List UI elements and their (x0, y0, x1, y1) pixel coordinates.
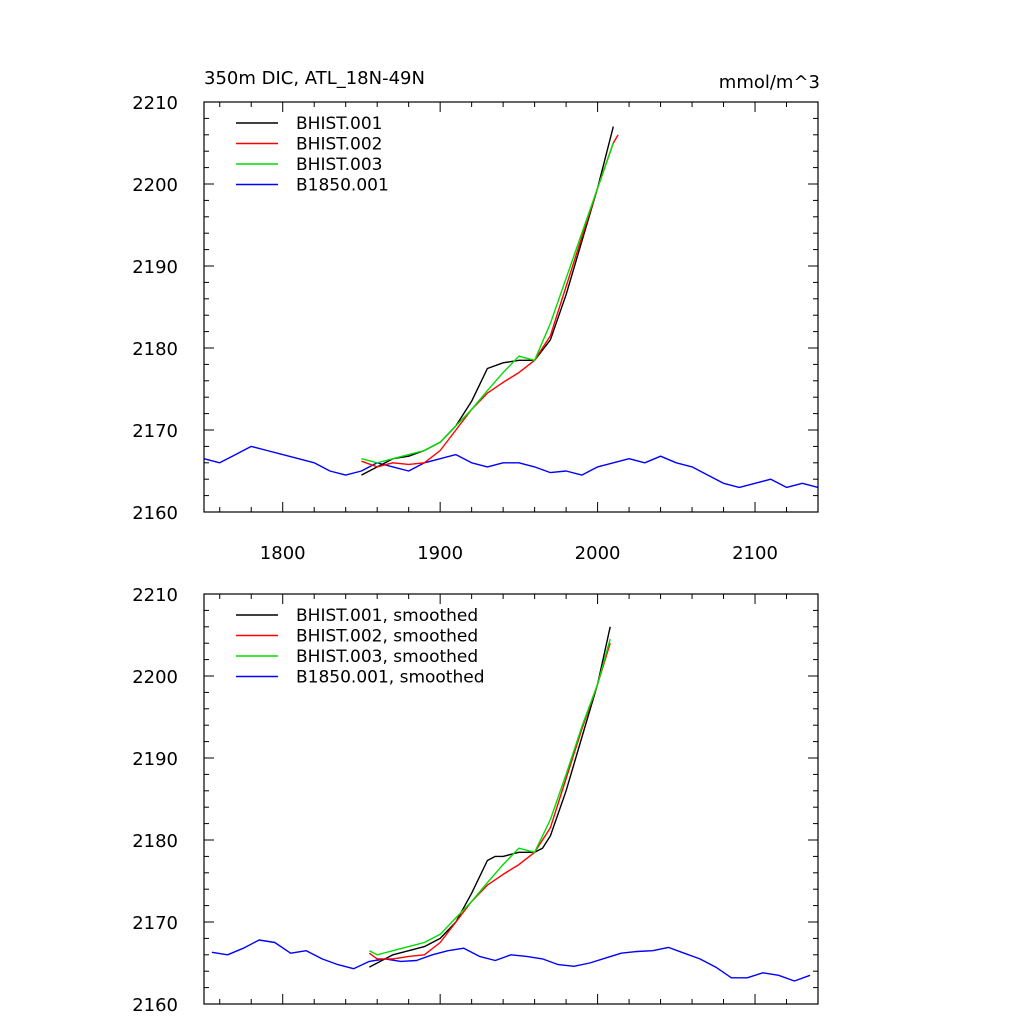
series-line (211, 939, 811, 982)
y-tick-label: 2180 (132, 831, 178, 852)
y-tick-label: 2160 (132, 995, 178, 1016)
units-label: mmol/m^3 (719, 72, 820, 93)
legend-label: B1850.001 (296, 176, 389, 196)
series-line (361, 126, 614, 476)
upper-panel: 350m DIC, ATL_18N-49N mmol/m^3 216021702… (132, 68, 820, 564)
series-line (368, 642, 611, 960)
x-tick-label: 1800 (260, 543, 306, 564)
x-tick-label: 2000 (575, 543, 621, 564)
y-tick-label: 2190 (132, 749, 178, 770)
legend-label: BHIST.001 (296, 114, 382, 134)
lower-panel: 2160 2170 2180 2190 2200 2210 BHIST.001, smoo… (132, 585, 819, 1016)
legend-label: BHIST.001, smoothed (296, 606, 478, 626)
x-tick-label: 1900 (417, 543, 463, 564)
y-tick-label: 2200 (132, 175, 178, 196)
series-line (361, 134, 619, 468)
y-tick-label: 2210 (132, 585, 178, 606)
ticks-layer: 2160 2170 2180 2190 2200 2210 (132, 585, 819, 1016)
legend-label: BHIST.003 (296, 155, 382, 175)
y-tick-label: 2190 (132, 257, 178, 278)
series-layer (203, 126, 819, 489)
y-tick-label: 2160 (132, 503, 178, 524)
chart-title: 350m DIC, ATL_18N-49N (204, 68, 425, 89)
y-tick-label: 2170 (132, 421, 178, 442)
series-line (368, 638, 611, 956)
series-layer (211, 626, 811, 982)
y-tick-label: 2200 (132, 667, 178, 688)
y-tick-label: 2210 (132, 93, 178, 114)
legend-label: BHIST.002 (296, 135, 382, 155)
ticks-layer: 2160 2170 2180 2190 2200 2210 1800 1900 2000 2100 (132, 93, 819, 564)
plot-frame (203, 101, 819, 513)
series-line (368, 626, 611, 968)
y-tick-label: 2170 (132, 913, 178, 934)
y-tick-label: 2180 (132, 339, 178, 360)
series-line (203, 445, 819, 489)
x-tick-label: 2100 (732, 543, 778, 564)
plot-frame (203, 593, 819, 1005)
legend-label: BHIST.002, smoothed (296, 627, 478, 647)
legend-label: BHIST.003, smoothed (296, 647, 478, 667)
legend-label: B1850.001, smoothed (296, 668, 485, 688)
series-line (361, 142, 614, 464)
